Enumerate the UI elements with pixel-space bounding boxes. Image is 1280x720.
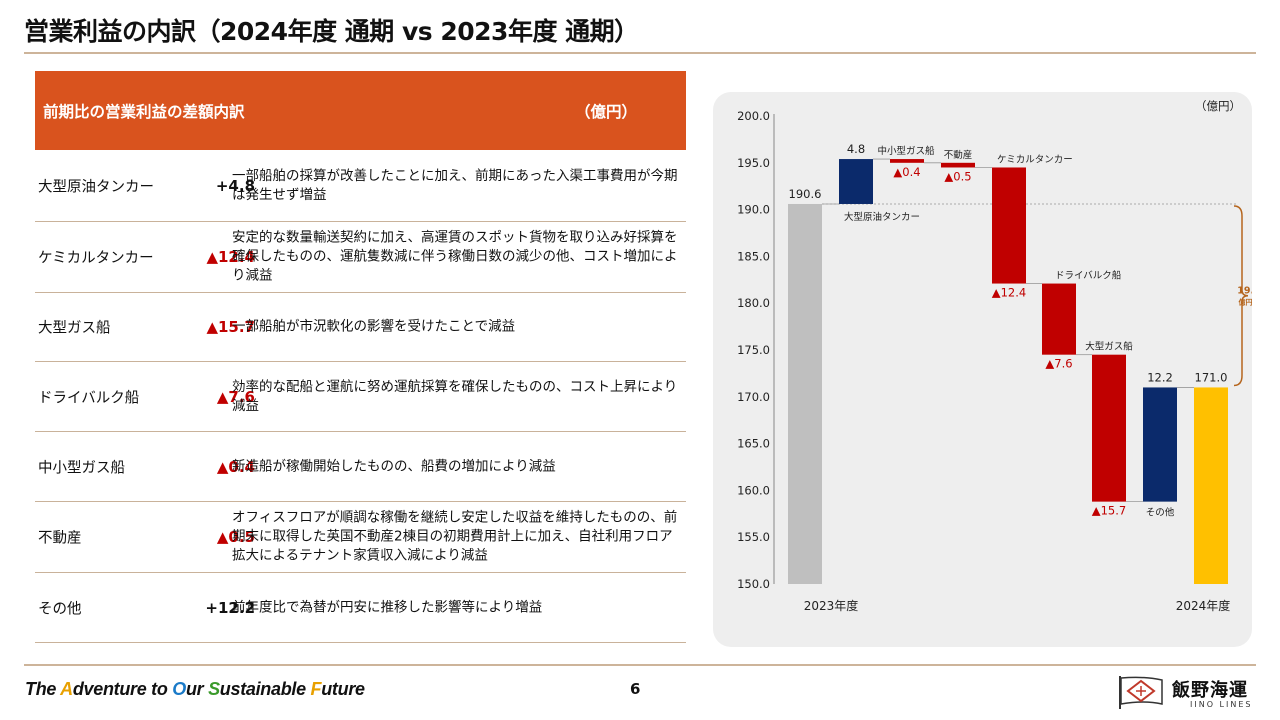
y-tick-label: 200.0 bbox=[737, 109, 770, 123]
y-tick-label: 165.0 bbox=[737, 437, 770, 451]
bar-step bbox=[992, 167, 1026, 284]
bar-category-label: ドライバルク船 bbox=[1055, 270, 1122, 282]
y-tick-label: 185.0 bbox=[737, 249, 770, 263]
page-number: 6 bbox=[630, 680, 641, 698]
row-description: 一部船舶の採算が改善したことに加え、前期にあった入渠工事費用が今期は発生せず増益 bbox=[232, 168, 678, 203]
row-segment: ケミカルタンカー bbox=[38, 250, 154, 267]
bar-value-label: 190.6 bbox=[789, 187, 822, 201]
y-tick-label: 150.0 bbox=[737, 577, 770, 591]
table-row: 大型原油タンカー +4.8 一部船舶の採算が改善したことに加え、前期にあった入渠… bbox=[35, 151, 686, 222]
bar-value-label: ▲0.4 bbox=[893, 165, 920, 179]
row-description: 安定的な数量輸送契約に加え、高運賃のスポット貨物を取り込み好採算を確保したものの… bbox=[232, 229, 678, 284]
y-tick-label: 180.0 bbox=[737, 296, 770, 310]
waterfall-chart: 150.0 155.0 160.0 165.0 170.0 175.0 180.0 185.0… bbox=[737, 99, 1253, 613]
chart-unit-label: （億円） bbox=[1195, 99, 1241, 113]
bar-value-label: 12.2 bbox=[1147, 370, 1173, 384]
table-header: 前期比の営業利益の差額内訳 （億円） bbox=[35, 71, 686, 150]
bar-category-label: 大型原油タンカー bbox=[844, 211, 920, 223]
row-description: 前年度比で為替が円安に推移した影響等により増益 bbox=[232, 599, 543, 615]
bar-value-label: 171.0 bbox=[1195, 370, 1228, 384]
row-segment: その他 bbox=[38, 601, 82, 617]
table-row: 中小型ガス船 ▲0.4 新造船が稼働開始したものの、船費の増加により減益 bbox=[35, 432, 686, 502]
row-description: 新造船が稼働開始したものの、船費の増加により減益 bbox=[232, 458, 556, 474]
row-value: ▲7.6 bbox=[216, 387, 255, 406]
row-value: ▲0.4 bbox=[216, 457, 255, 476]
difference-bracket bbox=[1233, 205, 1249, 387]
row-description: オフィスフロアが順調な稼働を継続し安定した収益を維持したものの、前期末に取得した… bbox=[232, 509, 678, 564]
bar-step bbox=[1143, 387, 1177, 502]
y-tick-label: 160.0 bbox=[737, 483, 770, 497]
company-name: 飯野海運 bbox=[1172, 680, 1248, 701]
bar-category-label: 不動産 bbox=[944, 149, 973, 161]
company-sub: IINO LINES bbox=[1190, 700, 1253, 709]
row-value: ▲15.7 bbox=[206, 318, 255, 336]
slogan-part: The bbox=[25, 679, 61, 699]
row-segment: 不動産 bbox=[38, 530, 82, 547]
table-row: ドライバルク船 ▲7.6 効率的な配船と運航に努め運航採算を確保したものの、コス… bbox=[35, 362, 686, 432]
y-tick-label: 170.0 bbox=[737, 390, 770, 404]
title-divider bbox=[24, 52, 1256, 54]
table-row: 大型ガス船 ▲15.7 一部船舶が市況軟化の影響を受けたことで減益 bbox=[35, 293, 686, 362]
bar-value-label: ▲0.5 bbox=[944, 169, 971, 183]
row-segment: ドライバルク船 bbox=[38, 390, 140, 406]
bar-step bbox=[890, 159, 924, 163]
x-end-label: 2024年度 bbox=[1176, 598, 1231, 613]
slogan-part: dventure to bbox=[72, 679, 173, 699]
row-description: 効率的な配船と運航に努め運航採算を確保したものの、コスト上昇により減益 bbox=[232, 378, 678, 414]
bar-value-label: ▲15.7 bbox=[1092, 504, 1126, 518]
y-tick-label: 175.0 bbox=[737, 343, 770, 357]
bar-step bbox=[1042, 283, 1076, 355]
row-value: +12.2 bbox=[205, 598, 255, 617]
x-start-label: 2023年度 bbox=[804, 598, 859, 613]
bar-value-label: ▲12.4 bbox=[992, 286, 1026, 300]
footer-divider bbox=[24, 664, 1256, 666]
bar-step bbox=[1092, 354, 1126, 502]
slogan-part: A bbox=[60, 679, 73, 699]
slogan-part: F bbox=[310, 679, 322, 699]
row-segment: 大型原油タンカー bbox=[38, 179, 154, 196]
slogan-part: ustainable bbox=[219, 679, 311, 699]
bracket-value-label: 19.6 bbox=[1237, 286, 1252, 297]
row-value: ▲12.4 bbox=[206, 248, 255, 266]
row-value: +4.8 bbox=[215, 177, 255, 195]
row-value: ▲0.5 bbox=[216, 528, 255, 546]
slogan-part: S bbox=[208, 679, 220, 699]
bar-value-label: 4.8 bbox=[847, 142, 865, 156]
bar-step bbox=[941, 162, 975, 168]
bar-end bbox=[1194, 387, 1228, 584]
y-tick-label: 195.0 bbox=[737, 156, 770, 170]
table-header-title: 前期比の営業利益の差額内訳 bbox=[43, 103, 245, 121]
table-row: ケミカルタンカー ▲12.4 安定的な数量輸送契約に加え、高運賃のスポット貨物を… bbox=[35, 222, 686, 293]
bar-category-label: その他 bbox=[1146, 507, 1175, 519]
y-tick-label: 155.0 bbox=[737, 530, 770, 544]
slogan-part: uture bbox=[321, 679, 365, 699]
table-header-unit: （億円） bbox=[574, 103, 637, 121]
slogan-part: ur bbox=[185, 679, 209, 699]
row-description: 一部船舶が市況軟化の影響を受けたことで減益 bbox=[232, 318, 516, 335]
bar-category-label: ケミカルタンカー bbox=[997, 154, 1073, 165]
bar-value-label: ▲7.6 bbox=[1045, 357, 1072, 371]
row-segment: 中小型ガス船 bbox=[38, 460, 125, 476]
table-row: 不動産 ▲0.5 オフィスフロアが順調な稼働を継続し安定した収益を維持したものの… bbox=[35, 502, 686, 573]
bar-category-label: 中小型ガス船 bbox=[877, 145, 935, 157]
table-row: その他 +12.2 前年度比で為替が円安に推移した影響等により増益 bbox=[35, 573, 686, 643]
bar-start bbox=[788, 203, 822, 584]
page-title: 営業利益の内訳（2024年度 通期 vs 2023年度 通期） bbox=[24, 17, 639, 46]
company-flag-logo-icon bbox=[1119, 676, 1163, 709]
bracket-unit-label: 億円減 bbox=[1239, 298, 1253, 307]
y-tick-label: 190.0 bbox=[737, 203, 770, 217]
footer-slogan: The Adventure to Our Sustainable Future bbox=[25, 679, 365, 700]
slogan-part: O bbox=[172, 679, 186, 699]
bar-step bbox=[839, 159, 873, 204]
row-segment: 大型ガス船 bbox=[38, 320, 111, 337]
bar-category-label: 大型ガス船 bbox=[1085, 341, 1133, 353]
